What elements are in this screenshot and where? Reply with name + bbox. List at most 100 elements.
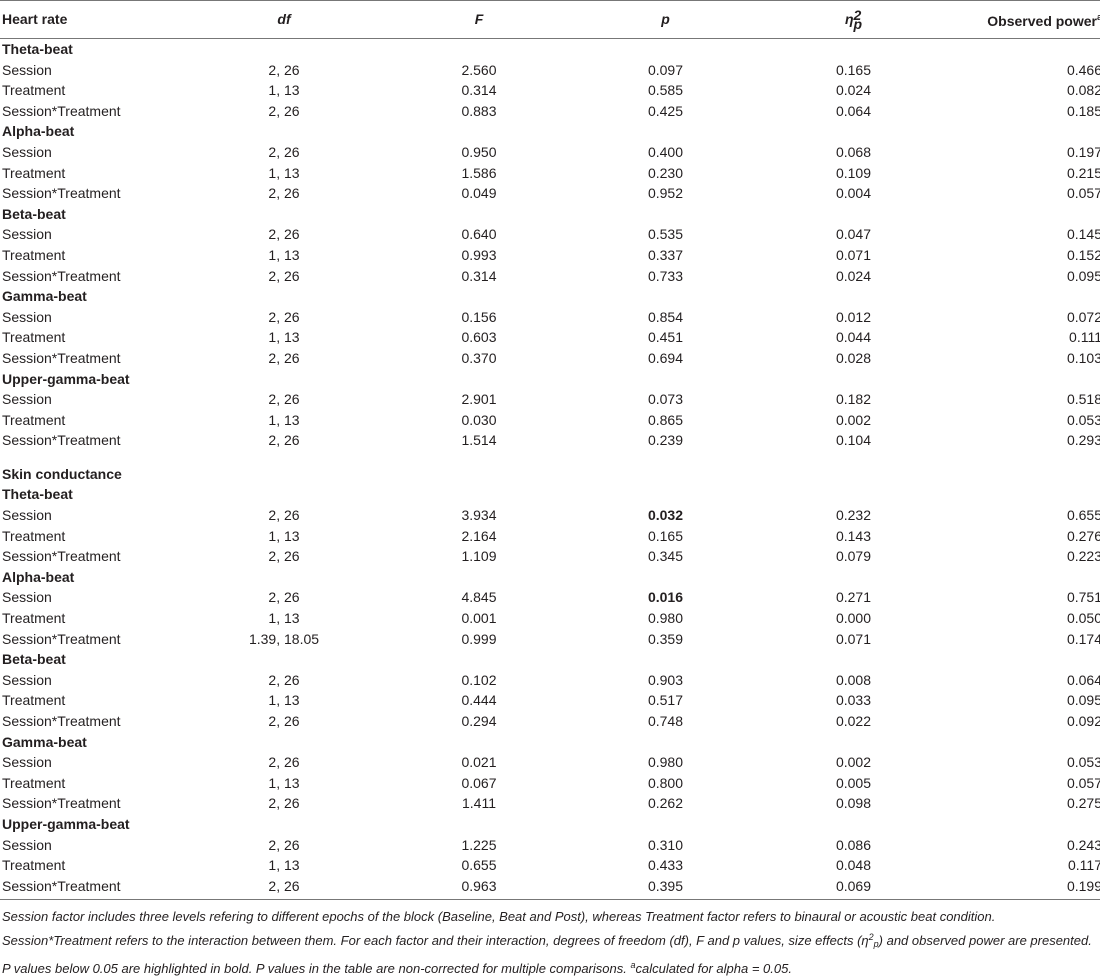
eta-value: 0.000 bbox=[835, 610, 872, 627]
df-value: 2, 26 bbox=[268, 589, 300, 606]
p-value: 0.400 bbox=[647, 143, 684, 160]
eta-value: 0.008 bbox=[835, 671, 872, 688]
p-value: 0.097 bbox=[647, 61, 684, 78]
group-header-row: Alpha-beat bbox=[0, 121, 1100, 142]
row-label: Session*Treatment bbox=[2, 630, 121, 647]
group-header-row: Beta-beat bbox=[0, 204, 1100, 225]
group-label: Upper-gamma-beat bbox=[2, 370, 130, 387]
eta-value: 0.071 bbox=[835, 630, 872, 647]
group-header-row: Theta-beat bbox=[0, 39, 1100, 60]
row-label: Treatment bbox=[2, 164, 66, 181]
f-value: 0.001 bbox=[461, 610, 497, 627]
eta-value: 0.004 bbox=[835, 185, 872, 202]
row-label: Session*Treatment bbox=[2, 713, 121, 729]
row-label: Treatment bbox=[2, 411, 66, 428]
eta-value: 0.002 bbox=[835, 411, 872, 428]
group-label: Upper-gamma-beat bbox=[2, 815, 130, 832]
eta-value: 0.044 bbox=[835, 329, 872, 346]
header-measure: Heart rate bbox=[0, 0, 185, 39]
footnote-part3: calculated for alpha = 0.05. bbox=[635, 961, 792, 976]
power-value: 0.064 bbox=[1066, 671, 1100, 688]
group-label: Theta-beat bbox=[2, 41, 73, 57]
power-value: 0.053 bbox=[1066, 411, 1100, 428]
p-value: 0.073 bbox=[647, 391, 684, 408]
row-label: Treatment bbox=[2, 329, 66, 346]
power-value: 0.095 bbox=[1066, 267, 1100, 284]
row-label: Treatment bbox=[2, 774, 66, 791]
eta-value: 0.079 bbox=[835, 548, 872, 565]
eta-value: 0.048 bbox=[835, 857, 872, 874]
table-body: Theta-beat Session 2, 26 2.560 0.097 0.165 0.4… bbox=[0, 39, 1100, 897]
eta-value: 0.109 bbox=[835, 164, 872, 181]
eta-value: 0.047 bbox=[835, 226, 872, 243]
power-value: 0.243 bbox=[1066, 836, 1100, 853]
p-value: 0.980 bbox=[647, 754, 684, 771]
table-row: Session 2, 26 0.021 0.980 0.002 0.053 bbox=[0, 752, 1100, 773]
row-label: Treatment bbox=[2, 82, 66, 99]
row-label: Session bbox=[2, 507, 52, 524]
f-value: 0.444 bbox=[461, 692, 497, 709]
row-label: Treatment bbox=[2, 610, 66, 627]
p-value: 0.748 bbox=[647, 713, 684, 729]
eta-value: 0.005 bbox=[835, 774, 872, 791]
df-value: 1, 13 bbox=[268, 692, 300, 709]
section-title: Skin conductance bbox=[2, 465, 122, 482]
table-row: Treatment 1, 13 1.586 0.230 0.109 0.215 bbox=[0, 163, 1100, 184]
power-value: 0.057 bbox=[1066, 774, 1100, 791]
p-value: 0.980 bbox=[647, 610, 684, 627]
p-value: 0.585 bbox=[647, 82, 684, 99]
f-value: 1.411 bbox=[462, 795, 496, 812]
power-value: 0.145 bbox=[1066, 226, 1100, 243]
table-row: Treatment 1, 13 0.444 0.517 0.033 0.095 bbox=[0, 690, 1100, 711]
df-value: 2, 26 bbox=[268, 836, 300, 853]
df-value: 1, 13 bbox=[268, 774, 300, 791]
power-value: 0.215 bbox=[1066, 164, 1100, 181]
table-row: Treatment 1, 13 0.655 0.433 0.048 0.117 bbox=[0, 855, 1100, 876]
f-value: 2.560 bbox=[461, 61, 497, 78]
group-header-row: Upper-gamma-beat bbox=[0, 369, 1100, 390]
f-value: 0.999 bbox=[461, 630, 497, 647]
row-label: Session bbox=[2, 391, 52, 408]
f-value: 1.586 bbox=[461, 164, 497, 181]
f-value: 0.640 bbox=[461, 226, 497, 243]
row-label: Session bbox=[2, 61, 52, 78]
eta-value: 0.143 bbox=[835, 527, 872, 544]
f-value: 2.901 bbox=[461, 391, 497, 408]
group-header-row: Gamma-beat bbox=[0, 732, 1100, 753]
eta-value: 0.098 bbox=[835, 795, 872, 812]
df-value: 2, 26 bbox=[268, 795, 300, 812]
p-value: 0.262 bbox=[647, 795, 684, 812]
table-row: Session 2, 26 0.102 0.903 0.008 0.064 bbox=[0, 670, 1100, 691]
eta-value: 0.182 bbox=[835, 391, 872, 408]
p-value: 0.854 bbox=[647, 308, 684, 325]
power-value: 0.092 bbox=[1066, 713, 1100, 729]
f-value: 4.845 bbox=[461, 589, 497, 606]
power-value: 0.751 bbox=[1066, 589, 1100, 606]
eta-symbol: η bbox=[844, 11, 854, 27]
p-value: 0.517 bbox=[647, 692, 684, 709]
table-row: Session*Treatment 2, 26 0.294 0.748 0.022 0.0… bbox=[0, 711, 1100, 732]
f-value: 0.370 bbox=[461, 349, 497, 366]
p-value: 0.433 bbox=[647, 857, 684, 874]
table-row: Session*Treatment 2, 26 1.514 0.239 0.104 0.2… bbox=[0, 430, 1100, 451]
eta-value: 0.064 bbox=[835, 102, 872, 119]
f-value: 0.993 bbox=[461, 246, 497, 263]
table-row: Session 2, 26 0.156 0.854 0.012 0.072 bbox=[0, 307, 1100, 328]
table-row: Session*Treatment 1.39, 18.05 0.999 0.359 0.… bbox=[0, 629, 1100, 650]
df-value: 2, 26 bbox=[268, 391, 300, 408]
table-row: Session*Treatment 2, 26 1.109 0.345 0.079 0.2… bbox=[0, 546, 1100, 567]
df-value: 2, 26 bbox=[268, 308, 300, 325]
df-value: 2, 26 bbox=[268, 507, 300, 524]
f-value: 0.883 bbox=[461, 102, 497, 119]
p-value: 0.733 bbox=[647, 267, 684, 284]
row-label: Session*Treatment bbox=[2, 349, 121, 366]
p-value: 0.032 bbox=[647, 507, 684, 524]
power-value: 0.072 bbox=[1066, 308, 1100, 325]
power-value: 0.053 bbox=[1066, 754, 1100, 771]
df-value: 1, 13 bbox=[268, 329, 300, 346]
df-value: 2, 26 bbox=[268, 226, 300, 243]
f-value: 0.294 bbox=[461, 713, 497, 729]
eta-value: 0.012 bbox=[835, 308, 872, 325]
